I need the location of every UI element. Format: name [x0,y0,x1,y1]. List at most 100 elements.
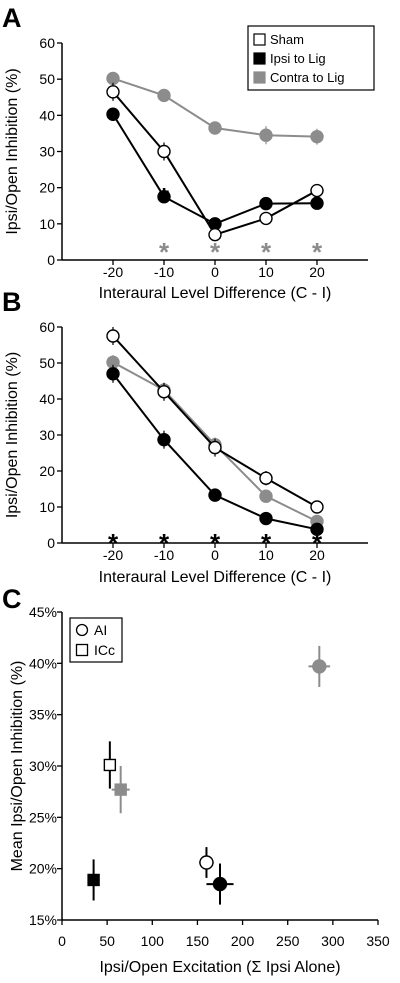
data-point [310,183,324,198]
x-tick-label: 50 [99,933,115,949]
data-point [106,71,120,86]
y-tick-label: 30 [39,427,55,443]
y-tick-label: 40% [29,655,57,671]
y-tick-label: 60 [39,319,55,335]
data-point [157,190,171,204]
x-tick-label: 250 [276,933,300,949]
x-tick-label: 20 [309,264,325,280]
y-tick-label: 0 [47,252,55,268]
panel-a: A 0 10 20 30 40 50 60 -20 -10 0 10 20 Interaural Leve… [2,3,375,302]
y-tick-label: 10 [39,216,55,232]
x-tick-label: 150 [186,933,210,949]
significance-star: * [312,237,323,267]
y-tick-label: 50 [39,71,55,87]
legend-label: Sham [270,32,304,47]
scatter-point-ai-ipsi-to-lig [206,863,234,905]
data-point [310,500,324,514]
legend-swatch [253,52,266,65]
x-tick-label: 10 [258,264,274,280]
significance-star: * [261,237,272,267]
legend-marker-square [75,643,89,657]
series-line [112,335,318,508]
significance-star: * [159,182,170,212]
significance-star: * [159,528,170,558]
data-point [157,385,171,399]
y-tick-label: 25% [29,809,57,825]
legend-label: Contra to Lig [270,70,344,85]
x-axis-label: Ipsi/Open Excitation (Σ Ipsi Alone) [99,959,340,976]
legend-marker-circle [75,623,89,637]
data-point [157,144,171,159]
scatter-point-ai-contra-to-lig [308,645,331,687]
y-axis-label: Ipsi/Open Inhibition (%) [4,352,21,518]
x-axis-label: Interaural Level Difference (C - I) [99,569,332,586]
x-tick-label: 350 [366,933,390,949]
y-tick-label: 60 [39,35,55,51]
legend-label: AI [94,622,107,638]
panel-b: B 0 10 20 30 40 50 60 -20 -10 0 10 20 Interaural Leve… [2,287,368,586]
marker-square [87,873,100,887]
data-point [310,129,324,144]
x-tick-label: -10 [154,547,174,563]
significance-star: * [312,528,323,558]
legend-label: ICc [94,642,115,658]
significance-star: * [261,528,272,558]
legend: AI ICc [69,617,123,663]
panel-letter: B [2,287,22,317]
x-tick-label: -20 [103,264,123,280]
marker-circle [312,659,327,674]
x-tick-label: -20 [103,547,123,563]
data-point [208,227,222,242]
data-point [259,471,273,485]
x-tick-label: 0 [58,933,66,949]
series-ipsi-to-lig [106,364,324,537]
data-point [208,488,222,502]
y-tick-label: 0 [47,535,55,551]
significance-star: * [210,528,221,558]
significance-star: * [210,237,221,267]
series-sham [106,327,324,514]
y-tick-label: 20% [29,861,57,877]
x-tick-label: 20 [309,547,325,563]
x-tick-label: 10 [258,547,274,563]
scatter-point-ai-sham [199,847,214,878]
data-point [310,522,324,537]
y-axis-label: Ipsi/Open Inhibition (%) [4,68,21,234]
x-tick-label: -10 [154,264,174,280]
data-point [106,107,120,121]
data-point [106,329,120,343]
x-tick-label: 0 [211,264,219,280]
data-point [106,367,120,381]
scatter-point-icc-sham [103,741,117,789]
legend-swatch [253,71,266,84]
x-tick-label: 200 [231,933,255,949]
scatter-point-icc-ipsi-to-lig [87,859,100,901]
data-point [310,196,324,210]
y-tick-label: 30% [29,758,57,774]
y-tick-label: 30 [39,144,55,160]
data-point [259,489,273,503]
data-point [259,211,273,226]
y-tick-label: 20 [39,180,55,196]
data-point [259,511,273,526]
data-point [259,128,273,142]
significance-star: * [159,237,170,267]
scatter-point-icc-contra-to-lig [111,766,130,814]
marker-circle [199,855,214,870]
series-sham [106,82,324,242]
legend: Sham Ipsi to Lig Contra to Lig [247,25,375,91]
series-contra-to-lig [106,71,324,145]
series-ipsi-to-lig [106,107,324,231]
y-tick-label: 10 [39,499,55,515]
y-tick-label: 40 [39,107,55,123]
y-tick-label: 50 [39,355,55,371]
data-point [259,196,273,211]
y-tick-label: 45% [29,604,57,620]
x-axis-label: Interaural Level Difference (C - I) [99,285,332,302]
x-tick-label: 0 [211,547,219,563]
data-point [157,432,171,447]
panel-c: C 15% 20% 25% 30% 35% 40% 45% 0 50 100 150 200 250 300… [2,584,390,976]
marker-circle [212,876,228,892]
panel-letter: A [2,3,22,33]
